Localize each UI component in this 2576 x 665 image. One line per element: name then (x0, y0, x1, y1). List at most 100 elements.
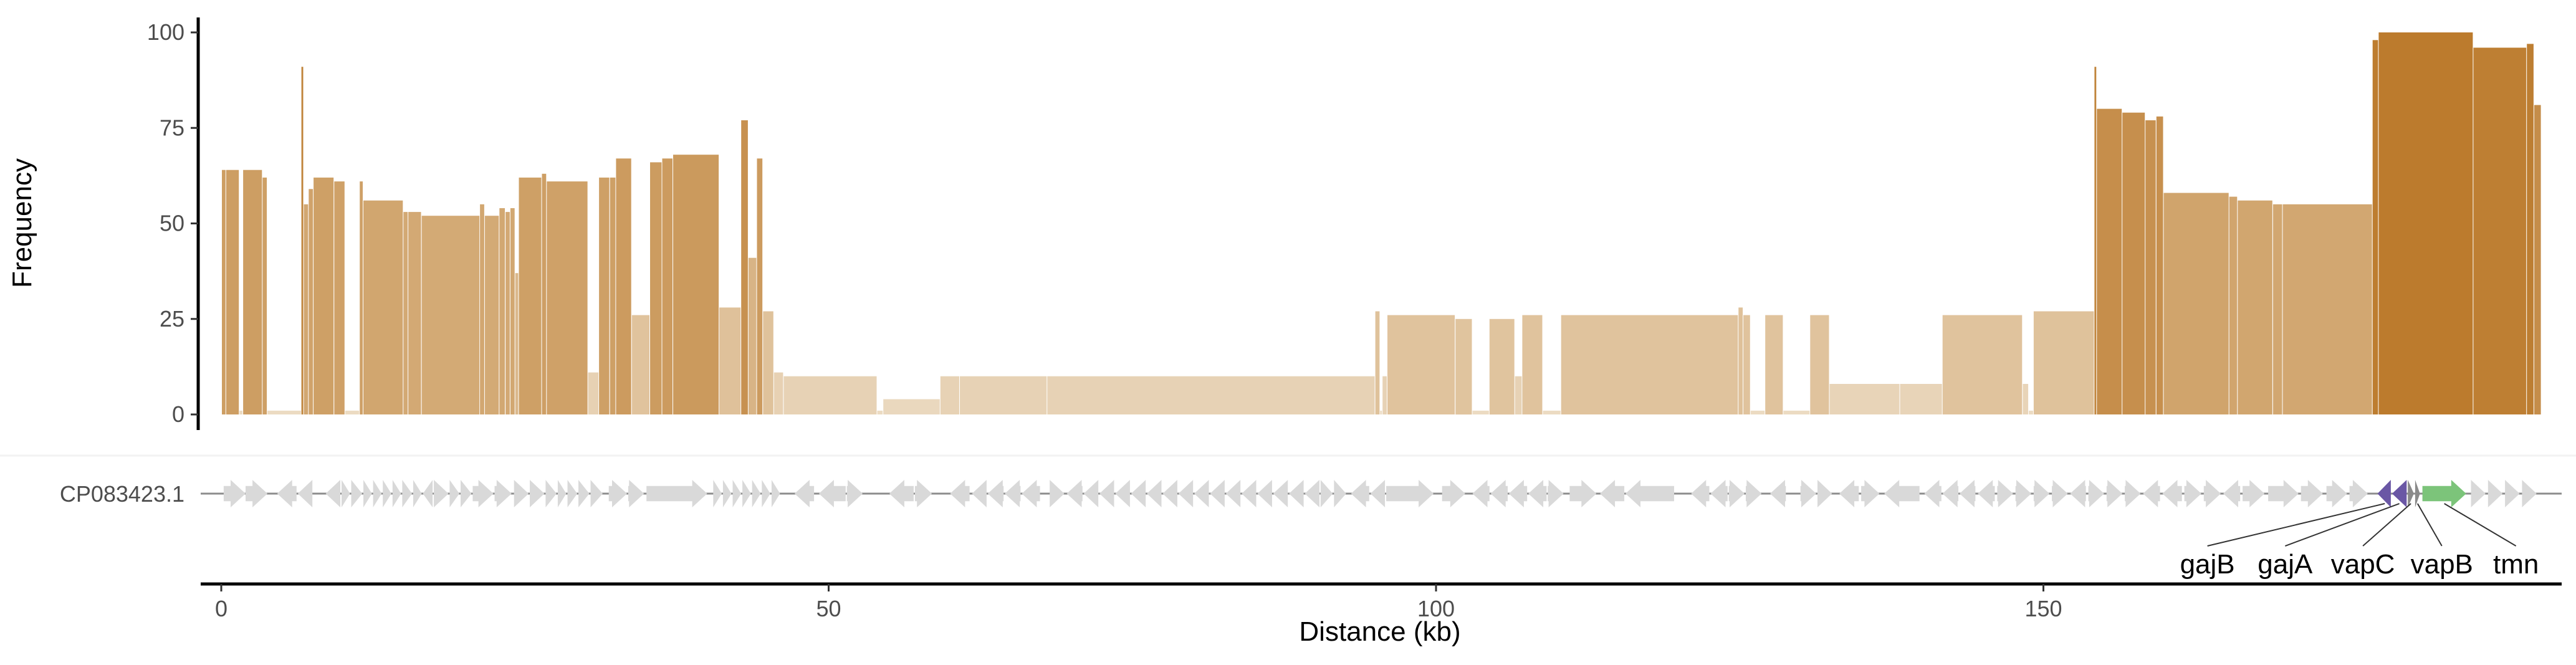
gene-arrow (2522, 480, 2537, 507)
gene-arrow (1924, 480, 1942, 507)
gene-arrow (325, 480, 340, 507)
gene-arrow (1115, 480, 1130, 507)
frequency-bar (2282, 204, 2372, 414)
gene-arrow (1442, 480, 1465, 507)
frequency-bar (1783, 410, 1810, 414)
gene-arrow (1351, 480, 1369, 507)
frequency-bar (1472, 410, 1489, 414)
frequency-bar (1750, 410, 1765, 414)
gene-arrow (1005, 480, 1021, 507)
frequency-bar (1810, 315, 1829, 414)
frequency-bar (480, 204, 484, 414)
gene-arrow (1305, 480, 1319, 507)
frequency-bar (783, 376, 877, 414)
frequency-bar (616, 158, 631, 415)
frequency-bar (599, 177, 610, 414)
frequency-bar (505, 212, 510, 414)
gene-arrow (628, 480, 644, 507)
gene-label-leader-line (2444, 503, 2517, 547)
frequency-bar (1942, 315, 2023, 414)
frequency-bar (1900, 384, 1942, 414)
gene-arrow (1225, 480, 1241, 507)
gene-arrow (2184, 480, 2201, 507)
frequency-bar (883, 399, 940, 414)
gene-arrow (1386, 480, 1434, 507)
gene-arrow (1066, 480, 1083, 507)
frequency-bar (719, 307, 741, 414)
y-tick-label: 75 (160, 115, 184, 140)
gene-arrow (1600, 480, 1625, 507)
gene-arrow (1626, 480, 1674, 507)
frequency-bar (222, 170, 226, 414)
gene-arrow (972, 480, 987, 507)
frequency-bar (1522, 315, 1543, 414)
frequency-bar (650, 162, 662, 414)
gene-label: vapC (2331, 549, 2395, 580)
gene-arrow (373, 480, 382, 507)
gene-arrow (392, 480, 401, 507)
gene-arrow (590, 480, 603, 507)
gene-arrow (2243, 480, 2265, 507)
gene-arrow (1508, 480, 1528, 507)
frequency-bar (588, 372, 599, 414)
gene-arrow (402, 480, 412, 507)
frequency-bar (741, 120, 748, 414)
frequency-bar (1047, 376, 1375, 414)
gene-arrow (1162, 480, 1177, 507)
x-axis-ticks: 0 50 100 150 (215, 584, 2062, 621)
gene-label: vapB (2411, 549, 2473, 580)
frequency-bar (1829, 384, 1900, 414)
gene-arrow (1370, 480, 1386, 507)
gene-arrow (1210, 480, 1225, 507)
frequency-bar (1380, 410, 1382, 414)
frequency-bar (334, 181, 345, 414)
frequency-bar (267, 410, 301, 414)
gene-arrow (461, 480, 472, 507)
gene-arrow (1257, 480, 1272, 507)
frequency-bar (2372, 40, 2378, 415)
frequency-bar (877, 410, 883, 414)
gene-arrow (1884, 480, 1920, 507)
frequency-bar (2534, 105, 2541, 414)
frequency-bar (510, 208, 515, 414)
frequency-bar (1743, 315, 1750, 414)
gene-label: tmn (2493, 549, 2539, 580)
frequency-bar (2272, 204, 2282, 414)
gene-arrow (2052, 480, 2068, 507)
gene-arrow (1289, 480, 1304, 507)
gene-arrow (1131, 480, 1146, 507)
gene-arrow (2070, 480, 2086, 507)
gene-arrow (794, 480, 815, 507)
frequency-bar (1387, 315, 1455, 414)
gene-arrow (2487, 480, 2503, 507)
gene-arrow (2203, 480, 2221, 507)
gene-arrow (1997, 480, 2013, 507)
frequency-bar (421, 216, 480, 414)
gene-arrow (818, 480, 846, 507)
gene-arrow (2349, 480, 2368, 507)
gene-arrow (1839, 480, 1859, 507)
gene-arrow (987, 480, 1004, 507)
gene-arrow (434, 480, 449, 507)
gene-arrow (1710, 480, 1728, 507)
frequency-bar (673, 155, 719, 414)
gene-arrow (383, 480, 391, 507)
gene-arrow (449, 480, 459, 507)
frequency-bar (301, 67, 304, 414)
gene-arrow (363, 480, 372, 507)
gene-arrow (1083, 480, 1099, 507)
gene-arrow (578, 480, 590, 507)
frequency-bar (345, 410, 360, 414)
gene-labels: gajB gajA vapC vapB tmn (2180, 549, 2539, 580)
frequency-bar (363, 200, 403, 414)
frequency-bar (499, 208, 505, 414)
frequency-bar (2033, 311, 2094, 414)
gene-arrow (914, 480, 932, 507)
y-tick-label: 100 (147, 19, 184, 45)
gene-arrow (1022, 480, 1040, 507)
gene-arrow (1147, 480, 1162, 507)
x-tick-label: 100 (1417, 596, 1455, 621)
gene-arrow (514, 480, 529, 507)
frequency-bar (547, 181, 588, 414)
